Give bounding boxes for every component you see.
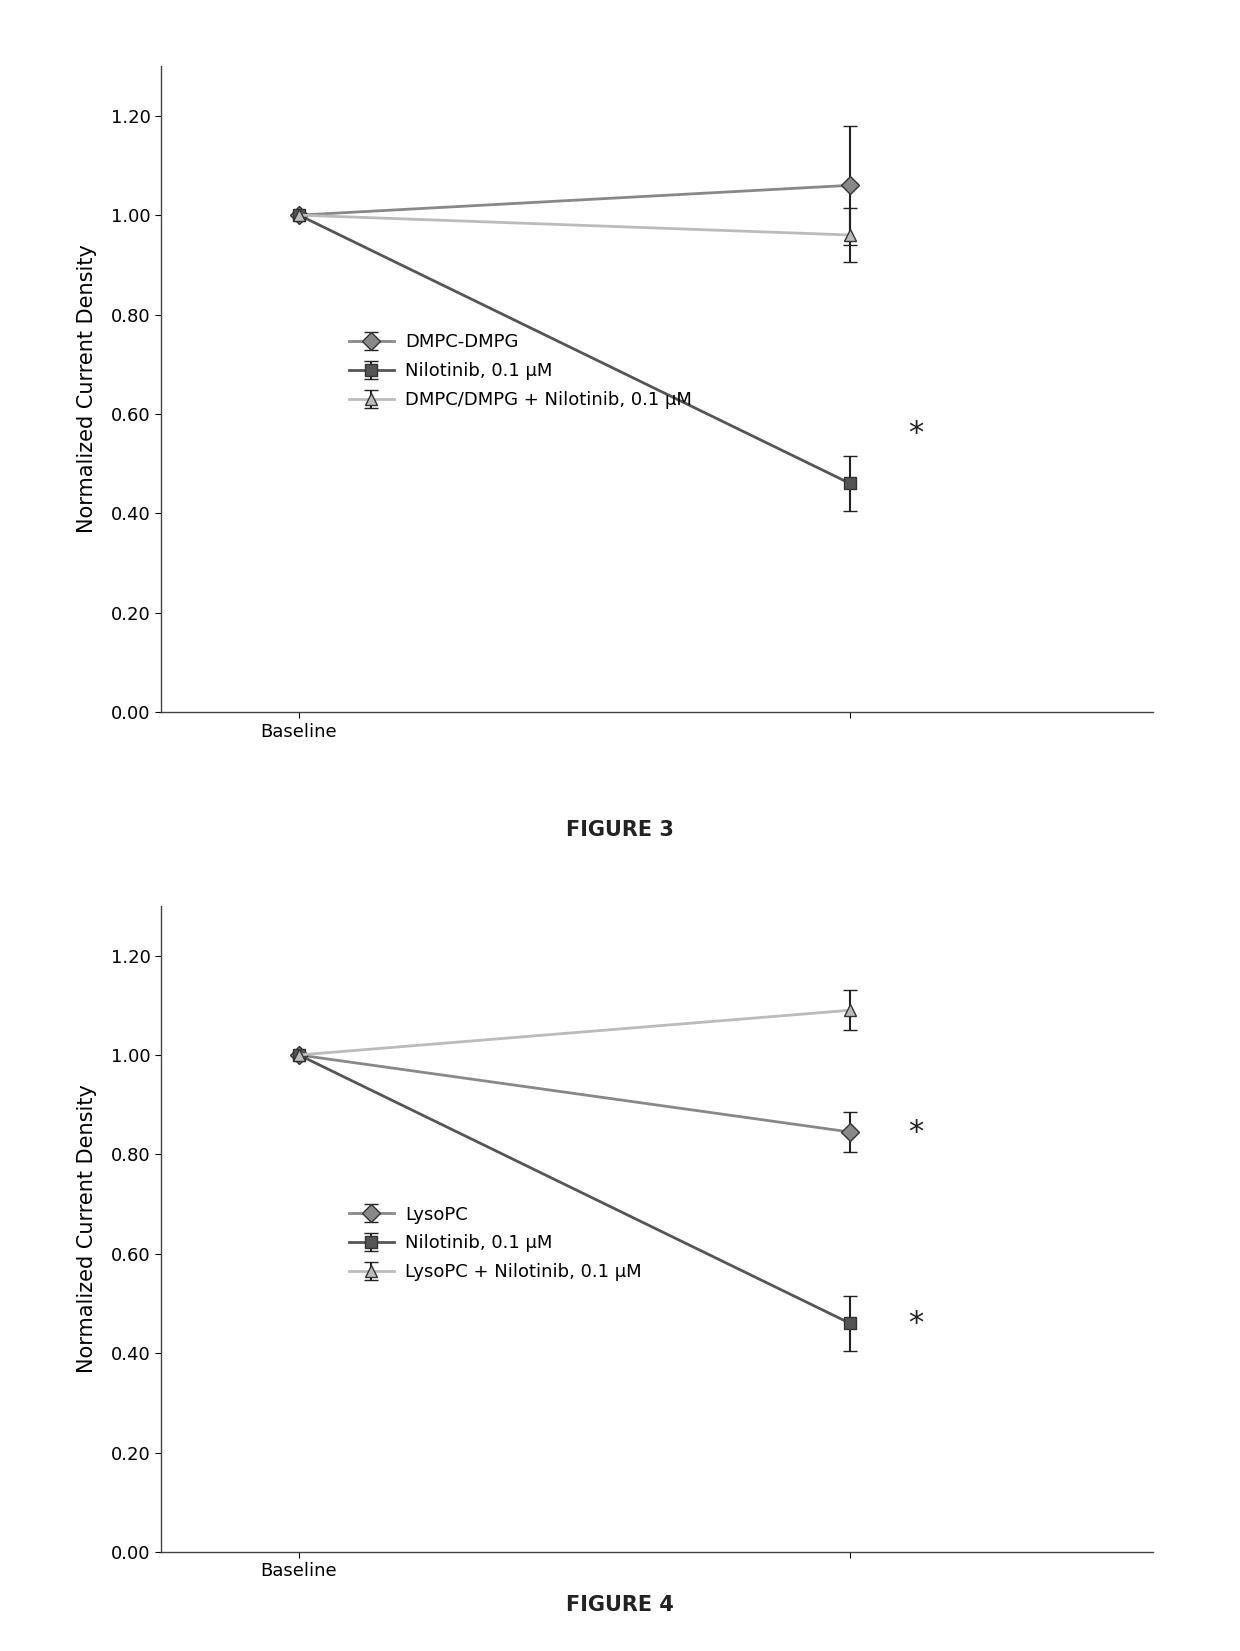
Text: *: * [909, 1309, 924, 1337]
Text: *: * [909, 1118, 924, 1146]
Y-axis label: Normalized Current Density: Normalized Current Density [77, 244, 97, 533]
Legend: LysoPC, Nilotinib, 0.1 μM, LysoPC + Nilotinib, 0.1 μM: LysoPC, Nilotinib, 0.1 μM, LysoPC + Nilo… [348, 1205, 641, 1281]
Text: FIGURE 3: FIGURE 3 [567, 821, 673, 840]
Text: *: * [909, 419, 924, 449]
Text: FIGURE 4: FIGURE 4 [567, 1595, 673, 1615]
Legend: DMPC-DMPG, Nilotinib, 0.1 μM, DMPC/DMPG + Nilotinib, 0.1 μM: DMPC-DMPG, Nilotinib, 0.1 μM, DMPC/DMPG … [348, 334, 692, 409]
Y-axis label: Normalized Current Density: Normalized Current Density [77, 1085, 97, 1374]
